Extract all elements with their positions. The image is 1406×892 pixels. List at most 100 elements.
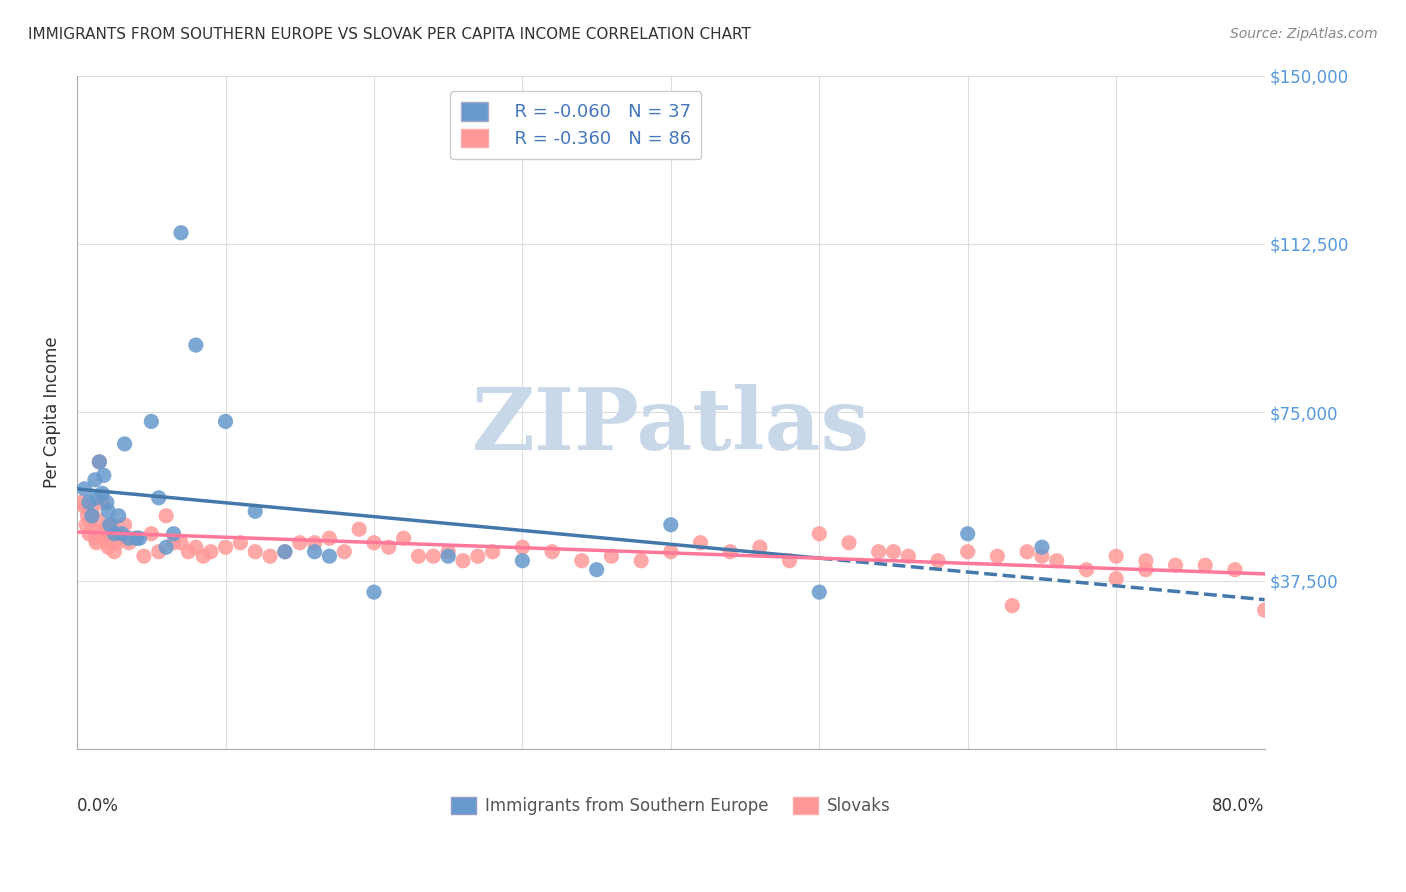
Point [79, 513, 101, 527]
Point [229, 535, 252, 549]
Point [193, 549, 215, 564]
Point [274, 545, 297, 559]
Point [98, 526, 121, 541]
Point [347, 522, 370, 536]
Point [1031, 549, 1053, 564]
Text: 80.0%: 80.0% [1212, 797, 1264, 814]
Point [170, 535, 193, 549]
Point [87, 513, 110, 527]
Point [1194, 558, 1216, 573]
Point [1046, 554, 1069, 568]
Point [77, 526, 100, 541]
Point [1105, 549, 1128, 564]
Point [897, 549, 920, 564]
Point [89, 455, 111, 469]
Point [318, 549, 340, 564]
Point [363, 585, 385, 599]
Point [97, 504, 120, 518]
Point [82, 522, 104, 536]
Point [114, 517, 136, 532]
Point [89, 455, 111, 469]
Point [86, 491, 108, 505]
Point [437, 545, 460, 559]
Y-axis label: Per Capita Income: Per Capita Income [44, 336, 60, 488]
Point [75, 517, 97, 532]
Point [93, 468, 115, 483]
Point [363, 535, 385, 549]
Point [155, 508, 177, 523]
Point [927, 554, 949, 568]
Point [93, 531, 115, 545]
Point [107, 508, 129, 523]
Point [630, 554, 652, 568]
Point [600, 549, 623, 564]
Point [541, 545, 564, 559]
Point [91, 486, 114, 500]
Point [1253, 603, 1275, 617]
Point [1017, 545, 1039, 559]
Point [73, 482, 96, 496]
Point [259, 549, 281, 564]
Point [956, 526, 979, 541]
Point [422, 549, 444, 564]
Point [1031, 540, 1053, 554]
Point [956, 545, 979, 559]
Point [408, 549, 430, 564]
Point [77, 495, 100, 509]
Point [94, 522, 117, 536]
Point [245, 545, 267, 559]
Point [70, 495, 93, 509]
Point [1076, 563, 1098, 577]
Point [83, 473, 105, 487]
Point [184, 540, 207, 554]
Point [1164, 558, 1187, 573]
Point [114, 437, 136, 451]
Point [162, 526, 184, 541]
Point [451, 554, 474, 568]
Point [97, 540, 120, 554]
Point [512, 540, 534, 554]
Point [98, 517, 121, 532]
Point [378, 540, 401, 554]
Text: Source: ZipAtlas.com: Source: ZipAtlas.com [1230, 27, 1378, 41]
Point [80, 504, 103, 518]
Point [318, 531, 340, 545]
Point [170, 226, 193, 240]
Point [689, 535, 711, 549]
Point [148, 491, 170, 505]
Point [718, 545, 741, 559]
Point [148, 545, 170, 559]
Point [184, 338, 207, 352]
Point [141, 414, 163, 428]
Point [214, 540, 236, 554]
Point [132, 549, 155, 564]
Point [882, 545, 904, 559]
Point [155, 540, 177, 554]
Point [779, 554, 801, 568]
Point [986, 549, 1008, 564]
Point [73, 500, 96, 514]
Point [481, 545, 503, 559]
Point [1001, 599, 1024, 613]
Point [118, 531, 141, 545]
Point [76, 508, 98, 523]
Point [96, 535, 118, 549]
Point [125, 531, 148, 545]
Text: 0.0%: 0.0% [77, 797, 120, 814]
Point [333, 545, 356, 559]
Point [1135, 563, 1157, 577]
Point [103, 526, 125, 541]
Point [304, 545, 326, 559]
Point [86, 535, 108, 549]
Text: ZIPatlas: ZIPatlas [472, 384, 870, 468]
Point [1135, 554, 1157, 568]
Legend: Immigrants from Southern Europe, Slovaks: Immigrants from Southern Europe, Slovaks [444, 790, 897, 822]
Point [141, 526, 163, 541]
Point [100, 517, 122, 532]
Point [80, 508, 103, 523]
Point [245, 504, 267, 518]
Point [128, 531, 150, 545]
Point [96, 495, 118, 509]
Point [512, 554, 534, 568]
Point [808, 526, 831, 541]
